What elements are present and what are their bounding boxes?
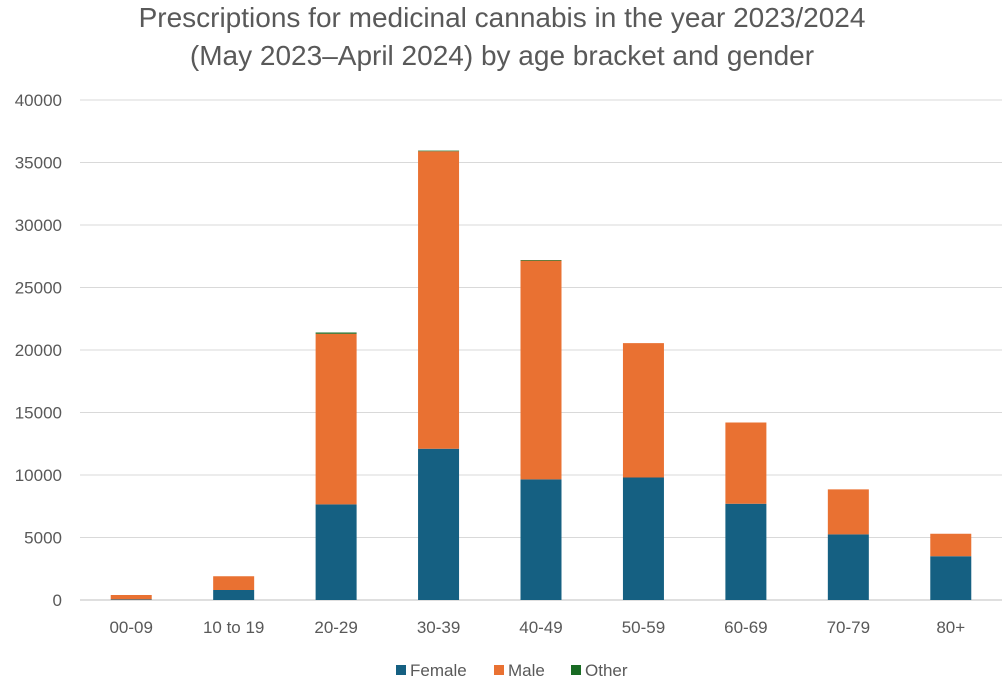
- y-tick-label: 35000: [15, 154, 62, 173]
- bar-female-00-09: [110, 599, 152, 600]
- bar-other-30-39: [418, 150, 460, 152]
- bar-male-30-39: [418, 151, 460, 449]
- bar-male-50-59: [622, 343, 664, 478]
- bar-female-10-to-19: [213, 590, 255, 600]
- x-tick-label: 00-09: [109, 618, 152, 637]
- bar-female-30-39: [418, 448, 460, 600]
- bar-male-10-to-19: [213, 576, 255, 590]
- chart-title-line-1: Prescriptions for medicinal cannabis in …: [139, 2, 866, 33]
- bar-male-00-09: [110, 595, 152, 600]
- x-tick-label: 70-79: [827, 618, 870, 637]
- x-axis-tick-labels: 00-09 10 to 19 20-29 30-39 40-49 50-59 60-69 70…: [109, 618, 965, 637]
- bar-female-40-49: [520, 479, 562, 600]
- legend-swatch-other: [571, 665, 581, 675]
- bar-male-20-29: [315, 333, 357, 505]
- x-tick-label: 80+: [936, 618, 965, 637]
- x-tick-label: 30-39: [417, 618, 460, 637]
- x-tick-label: 50-59: [622, 618, 665, 637]
- bar-male-70-79: [827, 489, 869, 535]
- legend-label: Male: [508, 661, 545, 680]
- y-tick-label: 40000: [15, 91, 62, 110]
- bar-female-60-69: [725, 503, 767, 600]
- chart-title-line-2: (May 2023–April 2024) by age bracket and…: [190, 40, 814, 71]
- legend-item-other: Other: [571, 661, 628, 680]
- legend-label: Other: [585, 661, 628, 680]
- bar-male-60-69: [725, 422, 767, 504]
- bar-male-80+: [930, 533, 972, 557]
- y-tick-label: 10000: [15, 466, 62, 485]
- y-tick-label: 5000: [24, 529, 62, 548]
- legend-item-female: Female: [396, 661, 467, 680]
- legend-swatch-female: [396, 665, 406, 675]
- x-tick-label: 60-69: [724, 618, 767, 637]
- legend-item-male: Male: [494, 661, 545, 680]
- bar-other-40-49: [520, 260, 562, 261]
- y-tick-label: 20000: [15, 341, 62, 360]
- bar-female-50-59: [622, 477, 664, 600]
- legend-swatch-male: [494, 665, 504, 675]
- y-tick-label: 30000: [15, 216, 62, 235]
- x-tick-label: 40-49: [519, 618, 562, 637]
- bars: [110, 150, 972, 600]
- legend-label: Female: [410, 661, 467, 680]
- y-tick-label: 25000: [15, 279, 62, 298]
- y-axis-tick-labels: 0 5000 10000 15000 20000 25000 30000 35000 40000: [15, 91, 62, 610]
- bar-male-40-49: [520, 260, 562, 480]
- x-tick-label: 10 to 19: [203, 618, 264, 637]
- bar-other-20-29: [315, 332, 357, 334]
- x-tick-label: 20-29: [314, 618, 357, 637]
- legend: Female Male Other: [396, 661, 628, 680]
- bar-female-20-29: [315, 504, 357, 600]
- bar-female-80+: [930, 556, 972, 600]
- y-tick-label: 15000: [15, 404, 62, 423]
- bar-female-70-79: [827, 534, 869, 600]
- y-tick-label: 0: [53, 591, 62, 610]
